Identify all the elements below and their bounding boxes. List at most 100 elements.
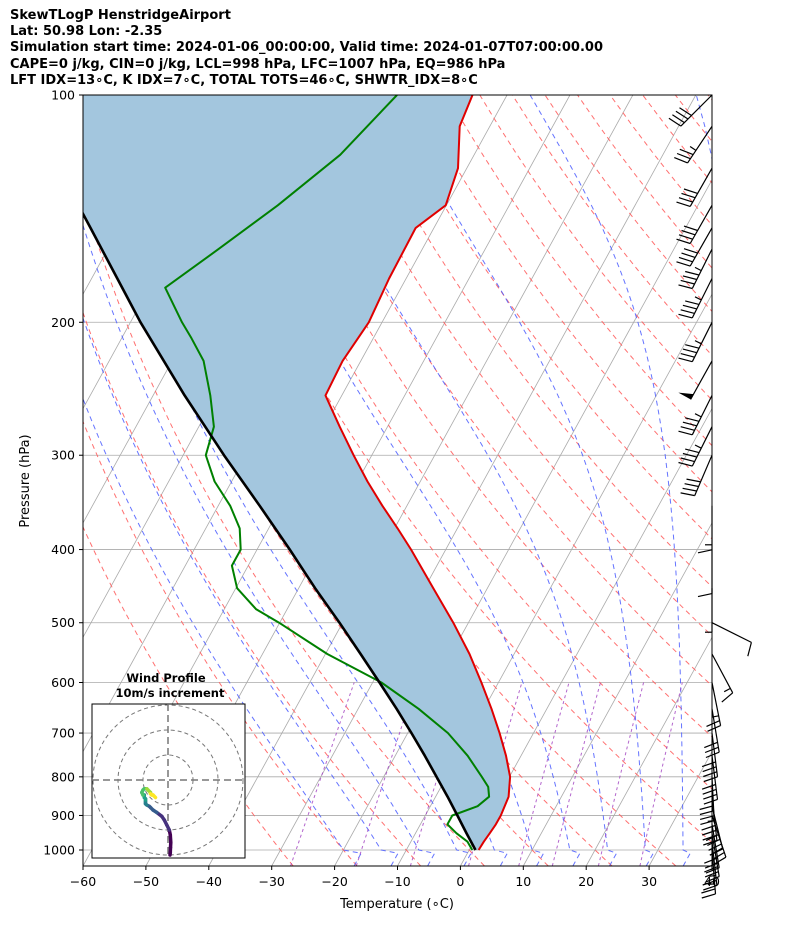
isotherm-line [775, 95, 794, 866]
isotherm-line [334, 178, 712, 866]
parcel-line [83, 211, 477, 851]
dry-adiabat-line [83, 525, 294, 866]
wind-barb [678, 322, 713, 363]
y-tick-label: 100 [51, 88, 75, 103]
x-tick-label: −10 [384, 874, 410, 889]
moist-adiabat-line [213, 95, 581, 866]
isotherm-line [0, 95, 4, 866]
x-tick-label: −30 [259, 874, 285, 889]
dry-adiabat-line [83, 195, 485, 866]
mixing-ratio-line [639, 682, 683, 866]
dewpoint-line [164, 95, 491, 851]
wind-barb [711, 653, 734, 703]
x-tick-label: 20 [578, 874, 594, 889]
dry-adiabat-line [707, 95, 712, 101]
x-tick-label: −40 [196, 874, 222, 889]
x-axis-label: Temperature (∘C) [339, 897, 454, 912]
isotherm-line [0, 95, 67, 866]
dry-adiabat-line [283, 95, 712, 687]
y-tick-label: 1000 [43, 843, 75, 858]
wind-barb [697, 505, 713, 554]
hodograph-subtitle: 10m/s increment [116, 686, 225, 700]
title-line-times: Simulation start time: 2024-01-06_00:00:… [10, 40, 603, 56]
y-tick-label: 600 [51, 675, 75, 690]
isotherm-line [585, 636, 712, 866]
wind-barb [678, 278, 713, 319]
title-line-location: Lat: 50.98 Lon: -2.35 [10, 24, 163, 40]
dry-adiabat-line [414, 95, 712, 493]
wind-barbs [668, 94, 752, 899]
mixing-ratio-line [597, 682, 645, 866]
temperature-line [324, 95, 512, 851]
y-tick-label: 500 [51, 615, 75, 630]
wind-barb [678, 395, 713, 436]
y-tick-label: 800 [51, 769, 75, 784]
dry-adiabat-line [83, 311, 422, 866]
wind-barb [711, 622, 752, 657]
y-axis-label: Pressure (hPa) [18, 434, 33, 527]
wind-barb [701, 733, 719, 783]
hodograph-segment [152, 794, 158, 800]
mixing-ratio-line [551, 682, 601, 866]
moist-adiabat-line [83, 223, 436, 866]
dry-adiabat-line [479, 95, 712, 401]
dry-adiabat-line [153, 95, 677, 866]
y-tick-label: 400 [51, 542, 75, 557]
x-tick-label: −50 [133, 874, 159, 889]
dry-adiabat-line [544, 95, 712, 313]
wind-barb [680, 454, 713, 497]
wind-barb [704, 708, 720, 759]
wind-barb [699, 776, 715, 825]
wind-barb [678, 248, 713, 290]
moist-adiabat-line [83, 316, 399, 866]
mixing-ratio-line [290, 682, 355, 866]
mixing-ratio-line [518, 682, 570, 866]
isotherm-line [271, 95, 697, 866]
wind-barb [705, 588, 713, 633]
isotherm-line [460, 407, 712, 866]
y-tick-label: 300 [51, 448, 75, 463]
dry-adiabat-line [83, 420, 358, 866]
hodograph-inset: Wind Profile 10m/s increment [91, 671, 246, 859]
chart-title-block: SkewTLogP HenstridgeAirport Lat: 50.98 L… [10, 8, 603, 89]
wind-barb [668, 94, 713, 127]
dry-adiabat-line [446, 95, 712, 447]
wind-barb [676, 167, 713, 207]
isotherm-line [648, 750, 712, 866]
dry-adiabat-line [218, 95, 712, 790]
wind-barb [704, 833, 720, 883]
hodograph-title: Wind Profile [126, 671, 206, 685]
y-tick-label: 700 [51, 726, 75, 741]
y-tick-label: 200 [51, 315, 75, 330]
cape-shaded-area [83, 95, 511, 850]
title-line-cape: CAPE=0 j/kg, CIN=0 j/kg, LCL=998 hPa, LF… [10, 56, 506, 72]
wind-barb [697, 549, 713, 598]
dry-adiabat-line [186, 95, 712, 844]
x-tick-label: −60 [70, 874, 96, 889]
wind-barb [706, 682, 722, 732]
wind-barb [678, 426, 713, 467]
isotherm-line [208, 95, 634, 866]
title-line-station: SkewTLogP HenstridgeAirport [10, 8, 231, 23]
dry-adiabat-line [381, 95, 712, 540]
wind-barb [676, 205, 713, 245]
plot-area [0, 95, 794, 866]
dry-adiabat-line [316, 95, 712, 637]
x-tick-label: 30 [641, 874, 657, 889]
wind-barb [674, 125, 713, 164]
isotherm-line [522, 522, 712, 866]
dry-adiabat-line [511, 95, 712, 357]
x-tick-label: 0 [456, 874, 464, 889]
moist-adiabat-line [529, 95, 691, 866]
x-tick-label: 10 [515, 874, 531, 889]
moist-adiabat-line [388, 95, 654, 866]
dry-adiabat-line [609, 95, 712, 226]
y-tick-label: 900 [51, 808, 75, 823]
title-line-indices: LFT IDX=13∘C, K IDX=7∘C, TOTAL TOTS=46∘C… [10, 72, 478, 88]
wind-barb [676, 227, 713, 267]
moist-adiabat-line [287, 95, 618, 866]
wind-barb [678, 360, 713, 400]
x-tick-label: −20 [321, 874, 347, 889]
